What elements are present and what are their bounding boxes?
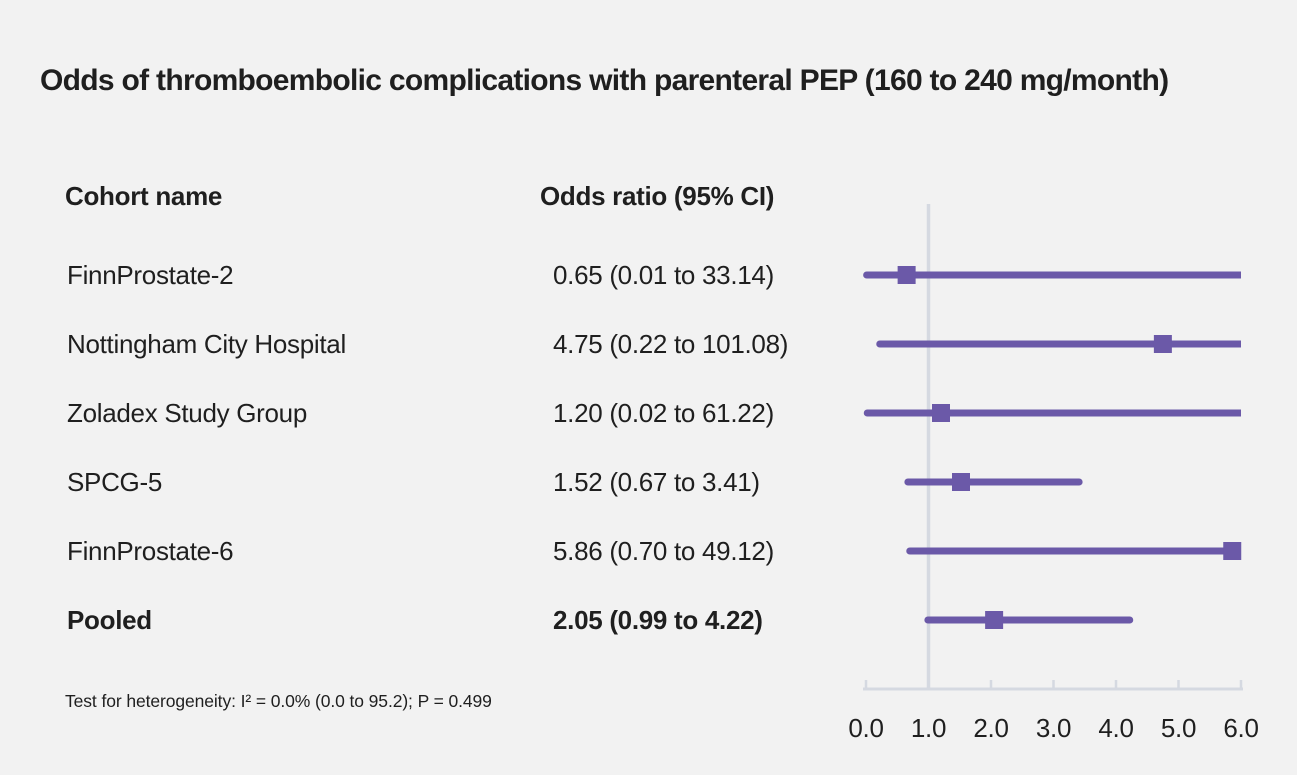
or-marker (1153, 335, 1172, 353)
heterogeneity-note: Test for heterogeneity: I² = 0.0% (0.0 t… (65, 691, 492, 711)
cohort-name: Zoladex Study Group (67, 397, 307, 428)
cohort-name: FinnProstate-6 (67, 535, 234, 566)
or-marker (1223, 542, 1242, 560)
cohort-name: FinnProstate-2 (67, 259, 234, 290)
ci-line-cap (876, 340, 884, 348)
cohort-name: Nottingham City Hospital (67, 328, 346, 359)
odds-ratio-value: 5.86 (0.70 to 49.12) (553, 535, 774, 566)
ci-line-cap (924, 616, 932, 624)
cohort-name: SPCG-5 (67, 466, 163, 497)
column-header-cohort: Cohort name (65, 180, 223, 211)
odds-ratio-value: 1.52 (0.67 to 3.41) (553, 466, 760, 497)
axis-tick-label: 3.0 (1036, 713, 1071, 743)
chart-title: Odds of thromboembolic complications wit… (40, 64, 1169, 97)
ci-line-cap (906, 547, 914, 555)
axis-tick-label: 5.0 (1161, 713, 1196, 743)
axis-tick-label: 0.0 (848, 713, 883, 743)
odds-ratio-value: 4.75 (0.22 to 101.08) (553, 328, 789, 359)
ci-line-cap (863, 271, 871, 279)
or-marker (932, 404, 950, 422)
ci-line-cap (904, 478, 912, 486)
or-marker (985, 611, 1004, 629)
ci-line-cap (863, 409, 871, 417)
axis-tick-label: 2.0 (973, 713, 1008, 743)
or-marker (897, 266, 916, 284)
axis-tick-label: 4.0 (1098, 713, 1133, 743)
odds-ratio-value: 1.20 (0.02 to 61.22) (553, 397, 774, 428)
axis-tick-label: 6.0 (1223, 713, 1258, 743)
odds-ratio-value: 0.65 (0.01 to 33.14) (553, 259, 774, 290)
column-header-odds-ratio: Odds ratio (95% CI) (540, 180, 775, 211)
ci-line-cap (1075, 478, 1083, 486)
ci-line-cap (1126, 616, 1134, 624)
or-marker (952, 473, 970, 491)
cohort-name-pooled: Pooled (67, 604, 152, 635)
odds-ratio-value-pooled: 2.05 (0.99 to 4.22) (553, 604, 763, 635)
axis-tick-label: 1.0 (911, 713, 946, 743)
